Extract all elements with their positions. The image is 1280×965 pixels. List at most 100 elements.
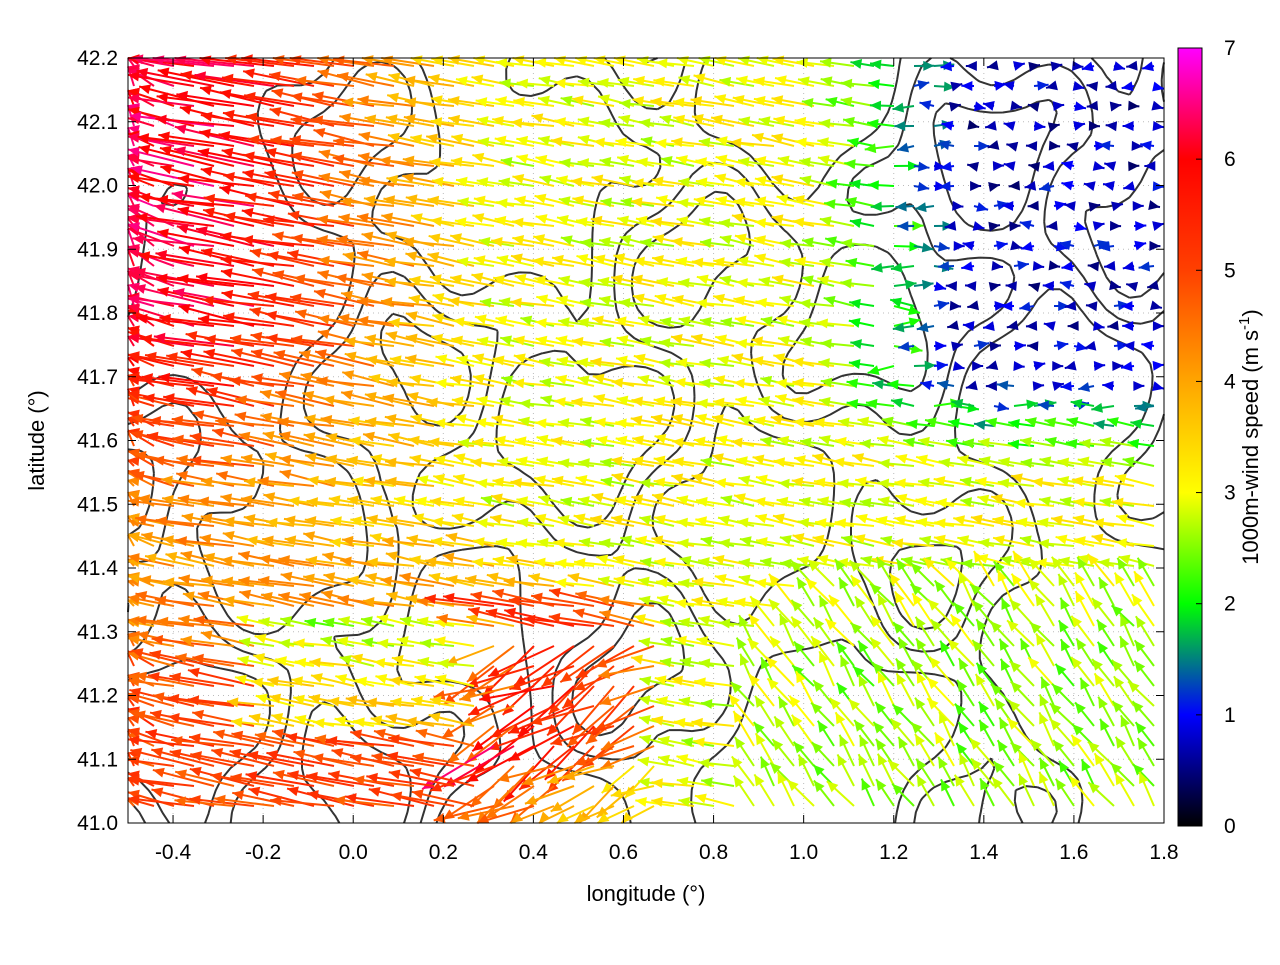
wind-vector [1028,102,1040,112]
wind-vector [897,143,914,153]
wind-vector [866,399,894,409]
y-tick-label: 41.7 [77,366,118,389]
wind-vector [1091,403,1114,413]
wind-vector [1014,341,1026,351]
wind-vector [894,280,917,290]
wind-vector [849,299,874,309]
wind-vector [892,784,914,806]
wind-vector [934,341,946,351]
y-tick-label: 42.2 [77,47,118,70]
wind-vector [1114,676,1134,706]
wind-vector [1082,62,1094,72]
wind-vector [1126,282,1138,292]
wind-vector [994,81,1006,91]
colorbar-tick-label: 5 [1224,259,1236,282]
wind-vector [966,61,977,71]
wind-vector [1088,261,1099,271]
wind-vector [1074,342,1088,352]
wind-vector [994,402,1009,412]
wind-vector [970,181,981,191]
wind-vector [1099,577,1114,606]
wind-vector [871,263,894,273]
wind-vector [752,356,794,366]
y-tick-label: 41.4 [77,557,118,580]
wind-vector [1078,382,1094,392]
wind-vector [1103,181,1115,191]
wind-vector [937,380,954,390]
wind-vector [1013,361,1024,371]
wind-vector [488,646,554,676]
colorbar-tick-label: 2 [1224,593,1236,616]
wind-vector [1021,242,1034,252]
wind-vector [934,300,949,310]
colorbar-tick-label: 0 [1224,815,1236,838]
wind-vector [917,322,934,332]
wind-vector [1093,161,1105,171]
wind-vector [467,646,514,682]
wind-vector [1087,81,1099,91]
x-tick-label: -0.4 [155,841,192,864]
wind-vector [994,241,1008,251]
wind-vector [891,398,914,408]
wind-vector [992,516,1034,526]
wind-vector [870,60,894,70]
wind-vector [1128,161,1139,171]
wind-vector [963,321,975,331]
y-tick-label: 41.8 [77,302,118,325]
wind-vector [1092,598,1114,626]
wind-vector [1109,280,1121,290]
wind-vector [959,572,974,606]
wind-vector [1068,321,1079,331]
wind-vector [1036,594,1054,626]
wind-vector [1098,642,1114,666]
wind-vector [966,381,978,391]
wind-vector [699,658,734,668]
wind-vector [1122,81,1134,91]
wind-vector [1123,261,1135,271]
wind-vector [450,275,494,286]
wind-vector [1065,361,1077,371]
wind-vector [333,137,394,147]
wind-vector [967,300,979,310]
wind-vector [598,666,654,679]
colorbar-label-close: ) [1238,309,1263,316]
wind-vector [870,101,894,111]
wind-vector [993,161,1004,171]
wind-vector [178,174,254,186]
wind-vector [1052,684,1074,706]
wind-vector [515,436,554,446]
wind-vector [894,317,920,327]
wind-vector [851,623,874,646]
wind-vector [1150,300,1162,310]
x-tick-label: 1.6 [1059,841,1088,864]
wind-vector [950,301,961,311]
wind-vector [849,699,874,726]
wind-vector [988,182,1000,192]
wind-vector [1039,712,1054,746]
wind-vector [1126,61,1137,71]
wind-vector [1060,280,1074,290]
wind-vector [961,261,974,271]
wind-vector [1049,141,1060,151]
wind-vector [631,494,674,506]
wind-vector [1060,381,1074,391]
wind-vector [1009,181,1020,191]
wind-vector [1147,280,1159,290]
wind-vector [894,121,914,131]
wind-vector [1153,181,1164,191]
wind-vector [878,754,894,786]
wind-vector [847,378,874,388]
wind-vector [535,58,574,68]
wind-vector [813,680,834,706]
wind-vector [493,356,534,366]
wind-vector [1028,657,1054,686]
wind-vector [773,116,814,126]
wind-vector [694,677,734,687]
wind-vector [1152,221,1164,231]
wind-vector [951,614,974,646]
wind-vector [1115,573,1134,606]
wind-vector [844,159,874,169]
wind-vector [600,338,634,348]
wind-vector [915,496,954,506]
x-tick-label: 1.4 [969,841,999,864]
